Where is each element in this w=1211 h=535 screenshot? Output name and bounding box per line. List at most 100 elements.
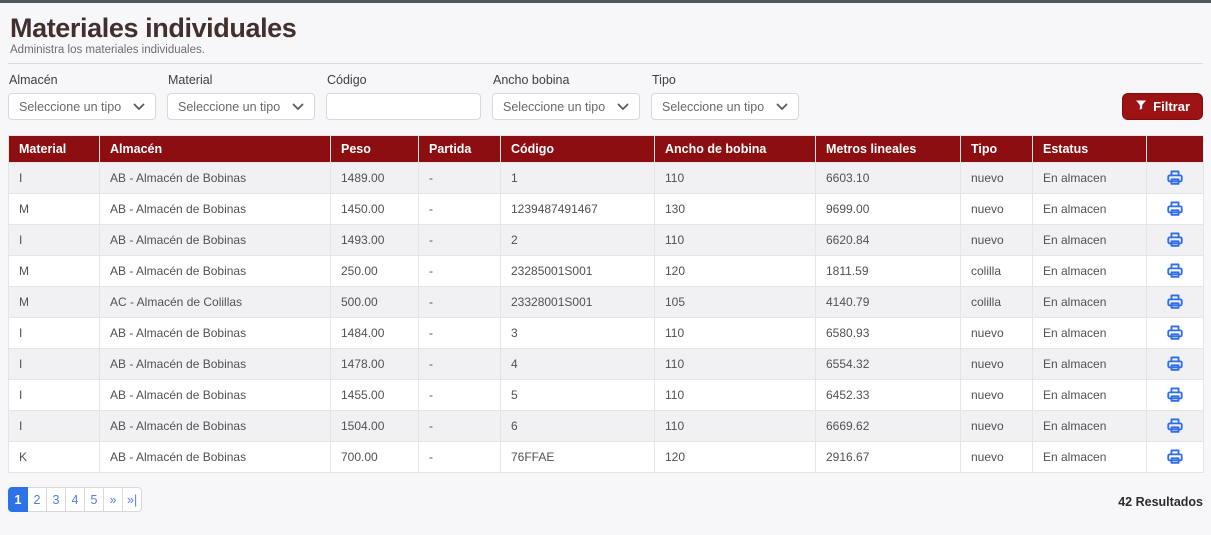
almacen-select[interactable]: Seleccione un tipo: [8, 93, 156, 121]
print-button[interactable]: [1166, 415, 1184, 437]
table-cell: colilla: [960, 255, 1033, 288]
printer-icon: [1166, 201, 1184, 220]
print-button[interactable]: [1166, 260, 1184, 282]
tipo-select[interactable]: Seleccione un tipo: [651, 93, 799, 121]
table-row: I AB - Almacén de Bobinas 1493.00-2 110 6620…: [8, 224, 1204, 257]
codigo-label: Código: [327, 73, 367, 88]
printer-icon: [1166, 263, 1184, 282]
page-button-x[interactable]: »: [103, 487, 123, 513]
filter-group-tipo: Tipo Seleccione un tipo: [651, 73, 799, 121]
table-cell: 6603.10: [815, 162, 961, 195]
page-button-1[interactable]: 1: [8, 487, 28, 513]
chevron-down-icon: [292, 100, 304, 114]
table-cell: nuevo: [960, 162, 1033, 195]
table-cell: AB - Almacén de Bobinas: [99, 410, 331, 443]
table-cell: K: [8, 441, 100, 474]
header-divider: [8, 63, 1203, 65]
table-cell: M: [8, 255, 100, 288]
table-cell: AB - Almacén de Bobinas: [99, 224, 331, 257]
table-cell: En almacen: [1032, 286, 1147, 319]
table-cell: AB - Almacén de Bobinas: [99, 441, 331, 474]
print-button[interactable]: [1166, 322, 1184, 344]
table-cell: I: [8, 317, 100, 350]
page-button-3[interactable]: 3: [46, 487, 66, 513]
table-footer: 1 2 3 4 5» »| 42 Resultados: [8, 487, 1203, 513]
printer-icon: [1166, 232, 1184, 251]
table-row: I AB - Almacén de Bobinas 1478.00-4 110 6554…: [8, 348, 1204, 381]
ancho-bobina-select-value: Seleccione un tipo: [503, 99, 606, 114]
table-cell: 6: [500, 410, 655, 443]
table-cell: 110: [654, 317, 816, 350]
printer-icon: [1166, 325, 1184, 344]
print-button[interactable]: [1166, 446, 1184, 468]
print-button[interactable]: [1166, 384, 1184, 406]
top-strip: [0, 0, 1211, 3]
table-cell: 1239487491467: [500, 193, 655, 226]
table-cell: nuevo: [960, 317, 1033, 350]
print-button[interactable]: [1166, 167, 1184, 189]
printer-icon: [1166, 387, 1184, 406]
almacen-label: Almacén: [9, 73, 58, 88]
table-cell: nuevo: [960, 379, 1033, 412]
page-button-4[interactable]: 4: [65, 487, 85, 513]
table-cell: 1: [500, 162, 655, 195]
print-cell: [1146, 410, 1204, 443]
table-cell: 110: [654, 162, 816, 195]
print-button[interactable]: [1166, 229, 1184, 251]
tipo-label: Tipo: [652, 73, 676, 88]
page-button-2[interactable]: 2: [27, 487, 47, 513]
ancho-bobina-select[interactable]: Seleccione un tipo: [492, 93, 640, 121]
page-subtitle: Administra los materiales individuales.: [10, 44, 205, 57]
table-cell: -: [418, 410, 501, 443]
table-cell: En almacen: [1032, 441, 1147, 474]
table-cell: 9699.00: [815, 193, 961, 226]
column-header-4: Partida: [418, 135, 501, 164]
material-select[interactable]: Seleccione un tipo: [167, 93, 315, 121]
printer-icon: [1166, 170, 1184, 189]
print-button[interactable]: [1166, 291, 1184, 313]
table-cell: 1489.00: [330, 162, 419, 195]
table-cell: 6554.32: [815, 348, 961, 381]
printer-icon: [1166, 449, 1184, 468]
table-cell: I: [8, 224, 100, 257]
table-cell: -: [418, 193, 501, 226]
table-row: I AB - Almacén de Bobinas 1504.00-6 110 6669…: [8, 410, 1204, 443]
page-button-xx[interactable]: »|: [122, 487, 143, 513]
print-button[interactable]: [1166, 198, 1184, 220]
table-cell: -: [418, 379, 501, 412]
tipo-select-value: Seleccione un tipo: [662, 99, 765, 114]
column-header-9: Estatus: [1032, 135, 1147, 164]
table-cell: En almacen: [1032, 410, 1147, 443]
table-cell: AB - Almacén de Bobinas: [99, 193, 331, 226]
table-cell: 2916.67: [815, 441, 961, 474]
filter-button[interactable]: Filtrar: [1122, 93, 1203, 121]
printer-icon: [1166, 356, 1184, 375]
almacen-select-value: Seleccione un tipo: [19, 99, 122, 114]
table-cell: I: [8, 379, 100, 412]
table-row: K AB - Almacén de Bobinas 700.00-76FFAE 120…: [8, 441, 1204, 474]
print-button[interactable]: [1166, 353, 1184, 375]
table-header-row: Material Almacén Peso Partida Código Ancho de…: [8, 135, 1204, 164]
filter-bar: Almacén Seleccione un tipo Material Sele…: [8, 73, 1203, 121]
print-cell: [1146, 193, 1204, 226]
actions-column-header: [1146, 135, 1204, 164]
table-cell: 105: [654, 286, 816, 319]
table-cell: -: [418, 441, 501, 474]
table-cell: 76FFAE: [500, 441, 655, 474]
column-header-7: Metros lineales: [815, 135, 961, 164]
table-cell: -: [418, 162, 501, 195]
page-button-5[interactable]: 5: [84, 487, 104, 513]
chevron-down-icon: [776, 100, 788, 114]
pagination: 1 2 3 4 5» »|: [8, 487, 143, 513]
table-cell: 120: [654, 441, 816, 474]
printer-icon: [1166, 418, 1184, 437]
table-row: I AB - Almacén de Bobinas 1484.00-3 110 6580…: [8, 317, 1204, 350]
codigo-input[interactable]: [326, 93, 481, 121]
table-cell: En almacen: [1032, 317, 1147, 350]
table-cell: AB - Almacén de Bobinas: [99, 162, 331, 195]
table-cell: En almacen: [1032, 162, 1147, 195]
filter-group-material: Material Seleccione un tipo: [167, 73, 315, 121]
table-cell: 130: [654, 193, 816, 226]
table-cell: nuevo: [960, 224, 1033, 257]
print-cell: [1146, 317, 1204, 350]
